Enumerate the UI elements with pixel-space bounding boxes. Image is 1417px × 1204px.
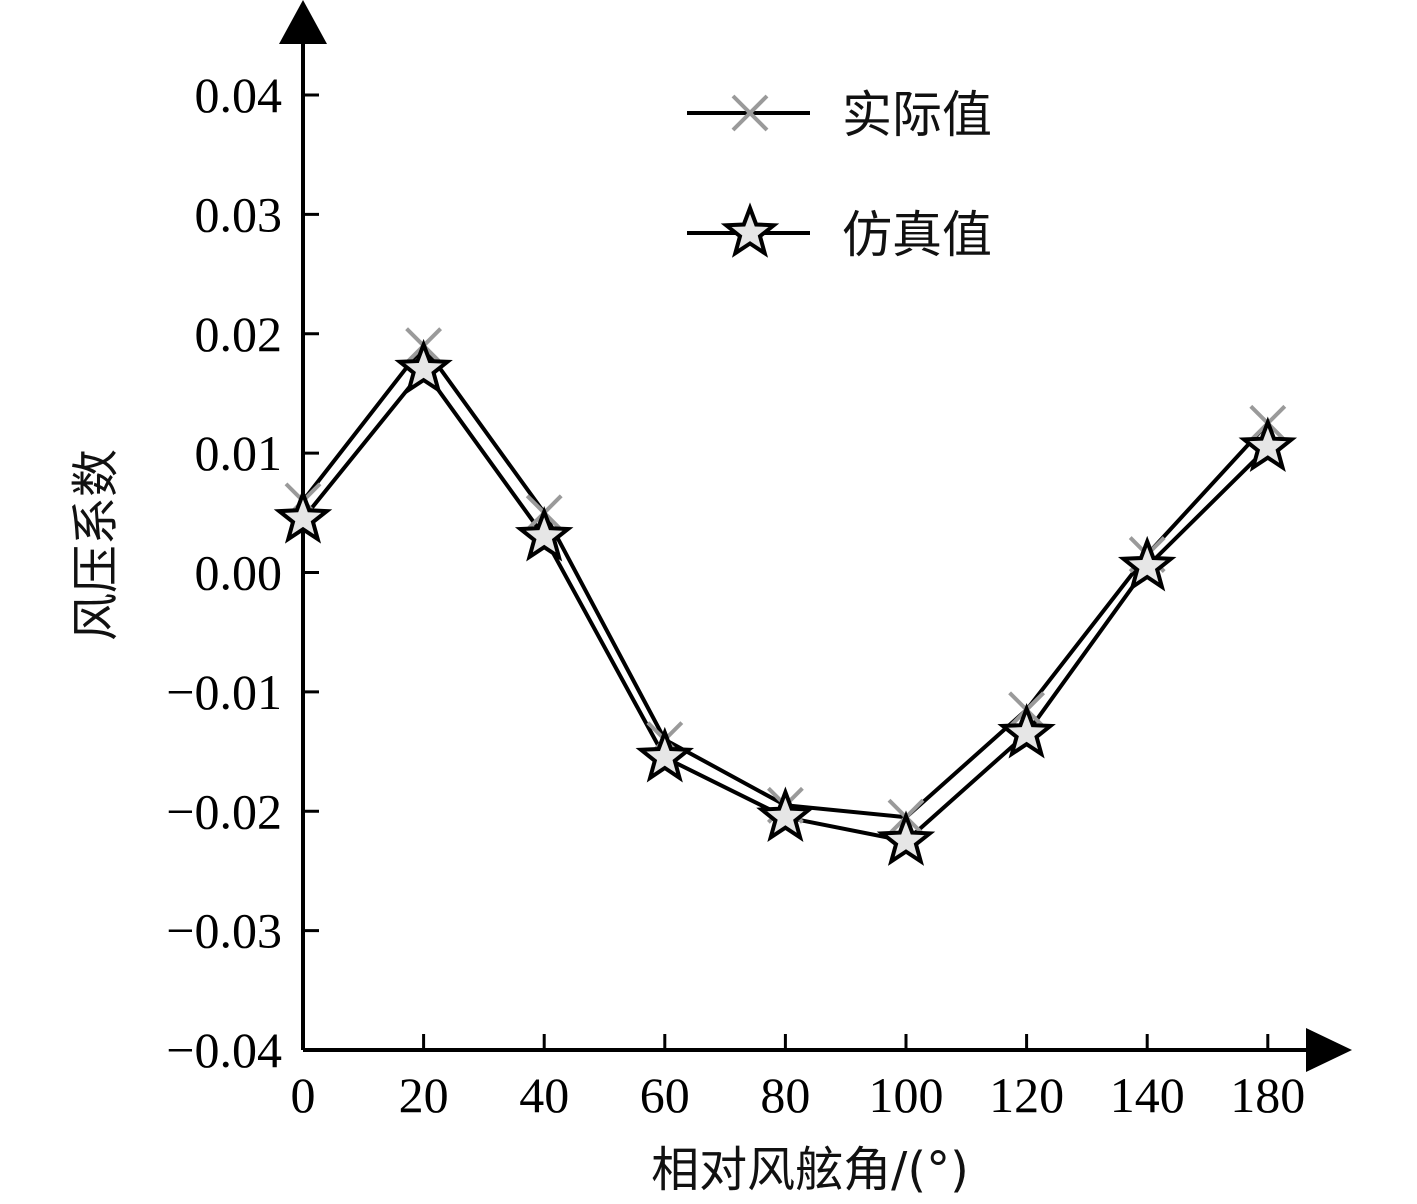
data-point-sim (876, 810, 936, 866)
series-layer (273, 327, 1298, 866)
data-point-sim (997, 703, 1056, 759)
axes (279, 0, 1352, 1072)
y-tick-label: 0.00 (195, 545, 283, 601)
legend-x-glyph (731, 94, 769, 132)
y-tick-label: 0.04 (195, 67, 283, 123)
x-tick-label: 180 (1230, 1067, 1305, 1123)
series-line-sim (301, 367, 1270, 844)
legend-star-marker (720, 202, 780, 258)
legend-star-glyph (720, 202, 780, 258)
data-point-sim (756, 786, 815, 843)
y-tick-label: 0.02 (195, 306, 283, 362)
legend-x-marker (731, 94, 769, 132)
data-point-sim (394, 338, 453, 395)
x-tick-label: 140 (1110, 1067, 1185, 1123)
data-point-sim (273, 488, 333, 544)
series-line-actual (301, 343, 1270, 820)
x-tick-label: 80 (760, 1067, 810, 1123)
y-axis-arrow (279, 0, 327, 44)
y-tick-label: −0.01 (166, 664, 282, 720)
data-point-sim (1238, 416, 1298, 473)
data-point-sim (635, 726, 695, 783)
legend-label-sim: 仿真值 (842, 206, 992, 264)
y-tick-label: −0.04 (166, 1022, 282, 1078)
y-tick-label: −0.02 (166, 783, 282, 839)
data-point-sim (1117, 535, 1177, 592)
legend: 实际值 仿真值 (687, 86, 992, 264)
x-tick-label: 0 (291, 1067, 316, 1123)
x-tick-label: 100 (869, 1067, 944, 1123)
data-point-sim (514, 506, 574, 562)
ticks: 0.04 0.03 0.02 0.01 0.00 −0.01 −0.02 −0.03 −0.04… (166, 67, 1305, 1123)
x-marker-stroke (731, 94, 769, 132)
x-tick-label: 120 (989, 1067, 1064, 1123)
x-tick-label: 40 (519, 1067, 569, 1123)
x-tick-label: 20 (399, 1067, 449, 1123)
y-axis-title: 风压系数 (68, 449, 124, 641)
x-axis-arrow (1306, 1028, 1352, 1072)
legend-label-actual: 实际值 (842, 86, 992, 144)
y-tick-label: 0.01 (195, 425, 283, 481)
y-tick-label: −0.03 (166, 903, 282, 959)
x-tick-label: 60 (640, 1067, 690, 1123)
y-tick-label: 0.03 (195, 186, 283, 242)
x-axis-title: 相对风舷角/(°) (651, 1142, 969, 1198)
